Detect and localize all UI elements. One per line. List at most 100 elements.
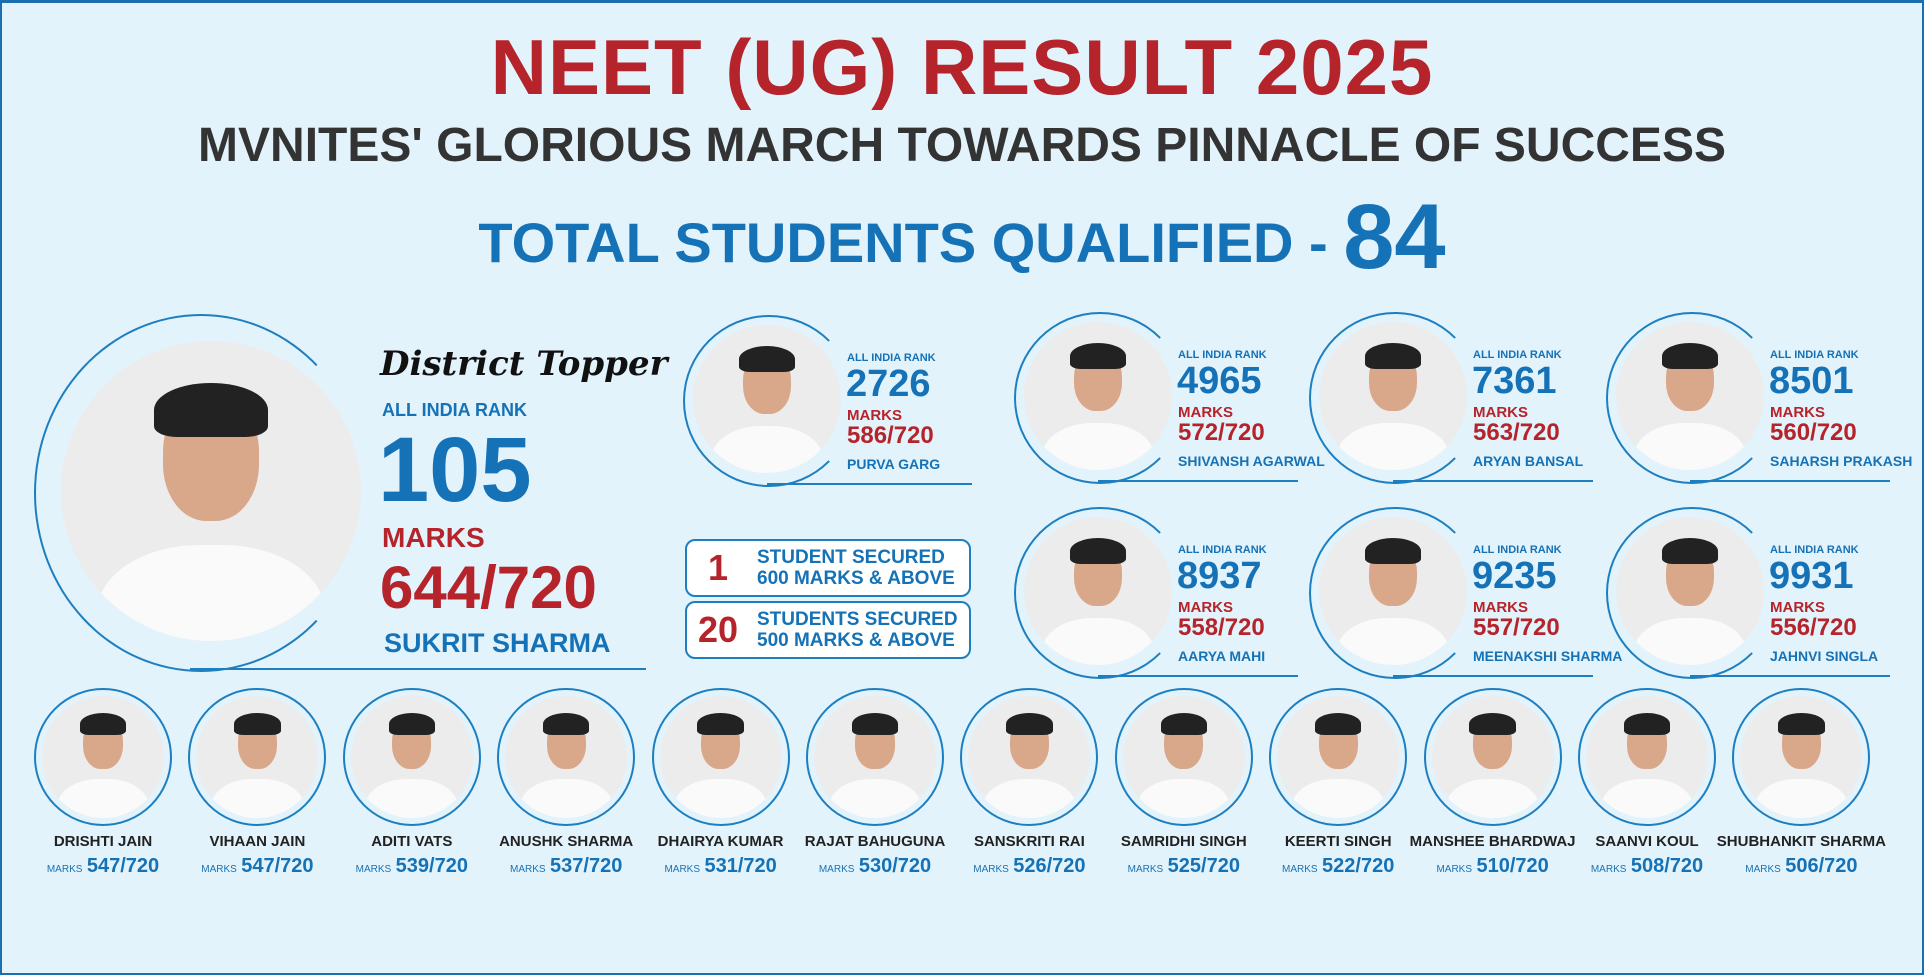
student-photo — [1431, 696, 1554, 818]
ranker-photo — [1616, 322, 1764, 470]
student-name: KEERTI SINGH — [1284, 833, 1392, 850]
ranker-marks: 558/720 — [1178, 614, 1265, 641]
student-name: ADITI VATS — [371, 833, 453, 850]
ranker-marks-label: MARKS — [1473, 599, 1528, 616]
student-photo-ring — [342, 688, 481, 826]
student-photo-ring — [188, 688, 327, 826]
ranker-rank-label: ALL INDIA RANK — [1178, 544, 1267, 556]
student-photo — [968, 696, 1091, 818]
ranker-photo — [1616, 517, 1764, 665]
ranker-rank: 9235 — [1472, 555, 1557, 597]
ranker-marks-label: MARKS — [847, 407, 902, 424]
ranker-photo — [1024, 322, 1172, 470]
student-marks-label: MARKS — [1282, 864, 1318, 875]
student-marks-label: MARKS — [355, 864, 392, 875]
ranker-marks: 572/720 — [1178, 419, 1265, 446]
student-photo-ring — [1114, 688, 1253, 826]
student-name: DHAIRYA KUMAR — [657, 833, 784, 850]
student-marks-label: MARKS — [664, 864, 700, 875]
ranker-rank-label: ALL INDIA RANK — [847, 352, 936, 364]
student-photo-ring — [806, 688, 944, 826]
ranker-name: SHIVANSH AGARWAL — [1178, 453, 1325, 469]
ranker-arc — [1309, 312, 1481, 484]
student-photo — [350, 696, 473, 818]
ranker-rank-label: ALL INDIA RANK — [1178, 349, 1267, 361]
student-photo — [659, 696, 782, 818]
student-marks: 508/720 — [1630, 855, 1704, 877]
student-name: DRISHTI JAIN — [53, 833, 153, 850]
student-name: MANSHEE BHARDWAJ — [1409, 833, 1576, 850]
ranker-arc — [1014, 312, 1186, 484]
ranker-arc — [1606, 312, 1778, 484]
ranker-marks-label: MARKS — [1770, 599, 1825, 616]
ranker-name: AARYA MAHI — [1178, 648, 1266, 664]
summary-600-above: 1 STUDENT SECURED 600 MARKS & ABOVE — [685, 539, 971, 597]
student-photo — [1277, 696, 1400, 818]
student-marks: 510/720 — [1476, 855, 1549, 877]
summary-line1: STUDENT SECURED — [757, 547, 945, 568]
ranker-arc — [1014, 507, 1186, 679]
ranker-arc — [1606, 507, 1778, 679]
ranker-name: PURVA GARG — [847, 456, 941, 472]
student-marks-label: MARKS — [973, 864, 1009, 875]
student-photo-ring — [1269, 688, 1408, 826]
ranker-marks: 556/720 — [1770, 614, 1857, 641]
student-marks: 537/720 — [550, 855, 623, 877]
ranker-rank: 9931 — [1769, 555, 1854, 597]
topper-marks-label: MARKS — [382, 522, 485, 553]
student-photo-ring — [960, 688, 1099, 826]
summary-count: 20 — [697, 609, 739, 650]
ranker-rank-label: ALL INDIA RANK — [1770, 349, 1859, 361]
student-name: SAANVI KOUL — [1595, 833, 1699, 850]
ranker-marks: 563/720 — [1473, 419, 1560, 446]
student-marks: 547/720 — [241, 855, 314, 877]
student-marks: 547/720 — [86, 855, 160, 877]
ranker-rank: 8501 — [1769, 360, 1854, 402]
ranker-marks-label: MARKS — [1178, 599, 1233, 616]
total-value: 84 — [1343, 186, 1446, 288]
ranker-rank: 8937 — [1177, 555, 1262, 597]
topper-underline — [190, 668, 646, 670]
ranker-rank: 2726 — [846, 363, 931, 405]
student-marks-label: MARKS — [1590, 864, 1627, 875]
topper-rank: 105 — [378, 419, 532, 521]
ranker-photo — [1319, 322, 1467, 470]
ranker-rank: 4965 — [1177, 360, 1262, 402]
student-marks: 526/720 — [1013, 855, 1086, 877]
student-photo — [814, 696, 936, 818]
summary-line2: 600 MARKS & ABOVE — [757, 568, 955, 589]
ranker-photo — [1319, 517, 1467, 665]
ranker-marks: 560/720 — [1770, 419, 1857, 446]
ranker-underline — [1393, 675, 1593, 677]
page-subtitle: MVNITES' GLORIOUS MARCH TOWARDS PINNACLE… — [198, 119, 1726, 172]
student-photo — [1122, 696, 1245, 818]
student-name: SHUBHANKIT SHARMA — [1716, 833, 1886, 850]
student-marks: 525/720 — [1167, 855, 1240, 877]
student-name: SANSKRITI RAI — [973, 833, 1085, 850]
ranker-arc — [683, 315, 855, 487]
ranker-rank-label: ALL INDIA RANK — [1473, 544, 1562, 556]
student-marks: 506/720 — [1785, 855, 1858, 877]
student-photo-ring — [1578, 688, 1716, 826]
student-photo-ring — [651, 688, 790, 826]
topper-heading: District Topper — [380, 344, 668, 384]
student-marks-label: MARKS — [1436, 864, 1472, 875]
student-photo-ring — [34, 688, 172, 826]
ranker-marks: 586/720 — [847, 422, 934, 449]
student-photo — [42, 696, 164, 818]
ranker-rank: 7361 — [1472, 360, 1557, 402]
ranker-name: SAHARSH PRAKASH — [1770, 453, 1913, 469]
topper-photo — [61, 341, 361, 641]
ranker-marks-label: MARKS — [1178, 404, 1233, 421]
student-marks: 530/720 — [858, 855, 932, 877]
summary-line1: STUDENTS SECURED — [757, 609, 958, 630]
ranker-name: MEENAKSHI SHARMA — [1473, 648, 1623, 664]
total-label: TOTAL STUDENTS QUALIFIED - — [478, 211, 1328, 274]
student-marks-label: MARKS — [818, 864, 855, 875]
ranker-photo — [1024, 517, 1172, 665]
topper-arc — [34, 314, 368, 672]
ranker-rank-label: ALL INDIA RANK — [1770, 544, 1859, 556]
student-marks: 539/720 — [395, 855, 468, 877]
ranker-marks: 557/720 — [1473, 614, 1560, 641]
ranker-name: ARYAN BANSAL — [1473, 453, 1584, 469]
